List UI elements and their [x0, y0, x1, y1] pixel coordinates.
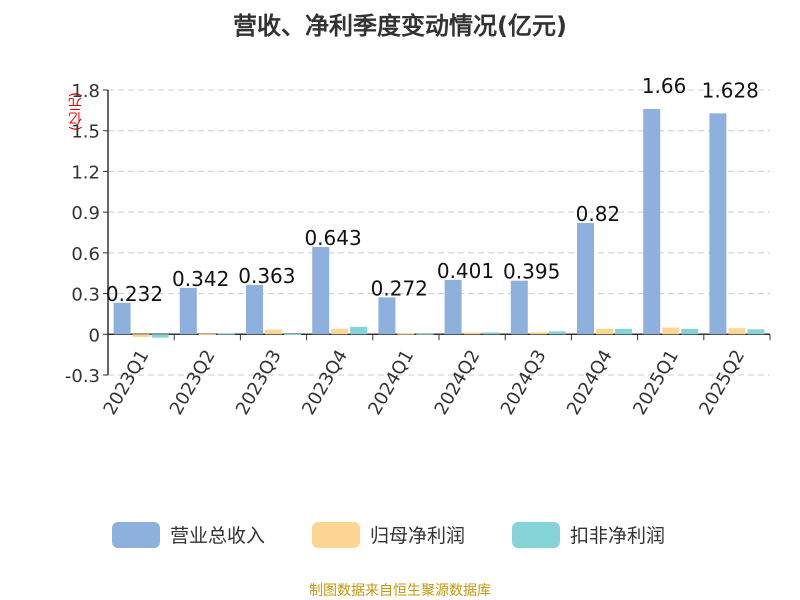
bar-3 — [615, 328, 632, 335]
legend-label: 归母净利润 — [370, 525, 465, 547]
y-tick-label: -0.3 — [65, 366, 100, 387]
bar-2 — [132, 334, 150, 337]
bar-2 — [463, 332, 481, 335]
legend-label: 扣非净利润 — [570, 525, 665, 547]
bar-1 — [709, 113, 727, 335]
data-label: 0.232 — [106, 282, 163, 306]
legend-label: 营业总收入 — [170, 525, 265, 547]
x-tick-label: 2023Q2 — [166, 346, 220, 418]
bar-1 — [312, 247, 330, 335]
bar-1 — [246, 285, 263, 335]
bar-2 — [596, 328, 613, 335]
x-tick-label: 2025Q1 — [629, 346, 683, 418]
x-tick-label: 2024Q2 — [431, 346, 485, 418]
legend-swatch — [312, 522, 360, 548]
bar-1 — [378, 297, 396, 335]
bar-1 — [643, 109, 661, 335]
source-note: 制图数据来自恒生聚源数据库 — [309, 583, 491, 599]
y-tick-label: 1.2 — [71, 162, 100, 183]
data-label: 1.66 — [642, 74, 687, 98]
y-tick-label: 0.3 — [71, 285, 100, 306]
bar-2 — [331, 328, 349, 335]
y-tick-label: 0 — [89, 325, 100, 346]
bar-3 — [548, 331, 566, 335]
legend-swatch — [112, 522, 160, 548]
x-tick-label: 2025Q2 — [695, 346, 749, 418]
bar-1 — [113, 302, 131, 335]
bar-1 — [444, 279, 462, 335]
data-label: 0.272 — [371, 276, 428, 300]
bar-3 — [217, 333, 235, 335]
x-tick-label: 2023Q4 — [298, 346, 352, 418]
bar-1 — [179, 287, 197, 335]
bar-2 — [265, 329, 282, 335]
data-label: 1.628 — [702, 78, 759, 102]
bar-2 — [529, 332, 547, 335]
bar-3 — [350, 326, 368, 335]
bar-3 — [416, 333, 434, 335]
data-label: 0.401 — [437, 259, 494, 283]
legend-swatch — [512, 522, 560, 548]
bar-3 — [151, 334, 169, 338]
bar-2 — [198, 333, 216, 335]
bar-2 — [728, 328, 746, 335]
data-label: 0.82 — [576, 202, 621, 226]
bar-3 — [482, 332, 500, 335]
data-label: 0.363 — [238, 264, 295, 288]
x-tick-label: 2024Q1 — [364, 346, 418, 418]
bar-3 — [747, 329, 765, 335]
bar-2 — [397, 333, 415, 335]
y-tick-label: 1.5 — [71, 122, 100, 143]
bar-3 — [284, 334, 301, 336]
x-tick-label: 2024Q4 — [563, 346, 617, 418]
x-tick-label: 2023Q3 — [232, 346, 286, 418]
y-tick-label: 0.6 — [71, 244, 100, 265]
bar-1 — [577, 223, 594, 335]
bar-3 — [681, 328, 699, 335]
bar-1 — [510, 280, 528, 335]
data-label: 0.395 — [503, 260, 560, 284]
x-tick-label: 2024Q3 — [497, 346, 551, 418]
data-label: 0.342 — [172, 267, 229, 291]
data-label: 0.643 — [304, 226, 361, 250]
chart-title: 营收、净利季度变动情况(亿元) — [233, 12, 567, 40]
y-tick-label: 1.8 — [71, 81, 100, 102]
bar-2 — [662, 327, 680, 335]
y-tick-label: 0.9 — [71, 203, 100, 224]
